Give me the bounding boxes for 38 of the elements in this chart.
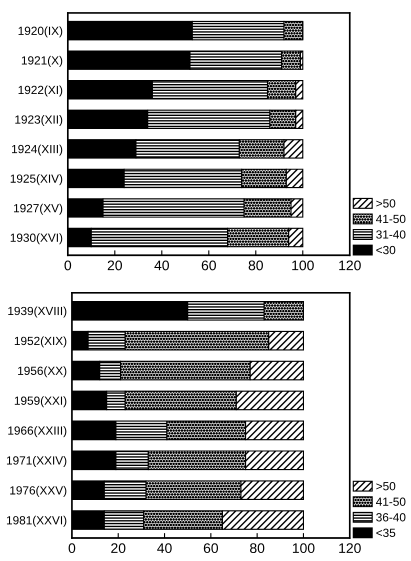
y-tick-label: 1925(XIV) — [10, 174, 62, 186]
x-tick-label: 100 — [292, 543, 314, 554]
x-tick-label: 0 — [68, 543, 76, 554]
y-tick-label: 1971(XXIV) — [6, 456, 66, 467]
x-tick-label: 20 — [108, 260, 122, 270]
y-tick-label: 1952(XIX) — [14, 336, 66, 348]
x-tick-label: 40 — [154, 260, 169, 270]
x-tick-label: 0 — [64, 260, 72, 270]
y-tick-label: 1923(XII) — [15, 115, 62, 126]
x-tick-label: 80 — [248, 260, 263, 270]
x-tick-label: 40 — [157, 543, 172, 554]
legend-label: 41-50 — [376, 214, 406, 224]
y-tick-label: 1939(XVIII) — [8, 306, 66, 318]
y-tick-label: 1927(XV) — [14, 204, 62, 215]
x-tick-label: 80 — [250, 543, 264, 554]
legend-label: >50 — [376, 199, 396, 208]
y-tick-label: 1959(XXI) — [14, 396, 66, 408]
legend-label: 31-40 — [376, 230, 406, 239]
y-tick-label: 1930(XVI) — [10, 233, 62, 244]
x-tick-label: 120 — [339, 260, 361, 270]
y-tick-label: 1966(XXIII) — [8, 426, 66, 438]
x-tick-label: 60 — [204, 543, 218, 554]
y-tick-label: 1976(XXV) — [10, 486, 66, 497]
y-tick-label: 1920(IX) — [18, 26, 62, 38]
x-tick-label: 120 — [339, 543, 361, 554]
x-tick-label: 20 — [111, 543, 126, 554]
legend-label: 41-50 — [376, 498, 406, 506]
legend-label: >50 — [376, 482, 396, 490]
y-tick-label: 1921(X) — [22, 56, 62, 67]
legend-label: 36-40 — [376, 513, 406, 522]
y-tick-label: 1922(XI) — [18, 85, 62, 96]
y-tick-label: 1956(XX) — [18, 366, 66, 378]
legend-label: <35 — [376, 528, 396, 538]
y-tick-label: 1981(XXVI) — [6, 516, 66, 527]
y-tick-label: 1924(XIII) — [12, 144, 62, 156]
legend-label: <30 — [376, 246, 396, 254]
x-tick-label: 100 — [292, 260, 314, 270]
x-tick-label: 60 — [202, 260, 216, 270]
